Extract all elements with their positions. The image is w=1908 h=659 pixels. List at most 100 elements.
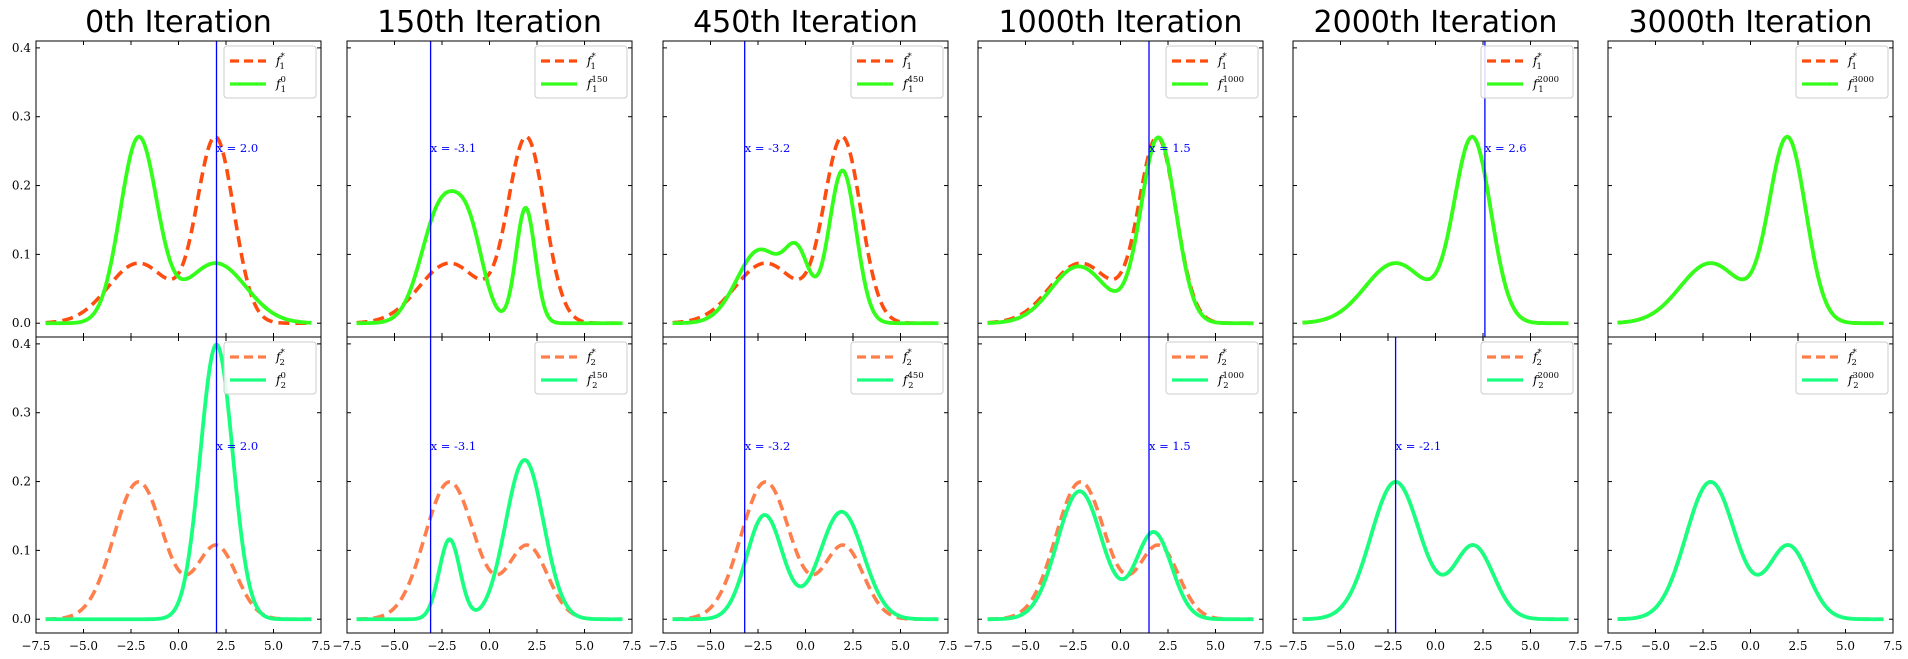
panel-title: 2000th Iteration	[1314, 5, 1558, 40]
legend-box	[851, 342, 943, 394]
legend: f* 1 f2000 1	[1481, 46, 1573, 98]
legend: f* 2f3000 2	[1796, 342, 1888, 394]
x-tick-label: −5.0	[1326, 639, 1355, 653]
panel-top-0: x = 2.00.00.10.20.30.4f* 1f0 1	[12, 41, 321, 337]
x-tick-label: 0.0	[480, 639, 499, 653]
legend: f* 2f450 2	[851, 342, 943, 394]
x-tick-label: 5.0	[1206, 639, 1225, 653]
vline-annotation: x = 1.5	[1149, 439, 1191, 453]
panel-title: 1000th Iteration	[999, 5, 1243, 40]
x-tick-label: 0.0	[169, 639, 188, 653]
legend: f* 2f1000 2	[1166, 342, 1258, 394]
vline-annotation: x = 2.6	[1485, 141, 1527, 155]
x-tick-label: 7.5	[1883, 639, 1902, 653]
y-tick-label: 0.0	[12, 316, 31, 330]
legend-box	[535, 342, 627, 394]
vline-annotation: x = -3.2	[745, 141, 791, 155]
model-density-curve	[988, 137, 1254, 323]
target-density-curve	[988, 137, 1254, 324]
x-tick-label: 2.5	[843, 639, 862, 653]
model-density-curve	[1618, 137, 1884, 324]
panel-bottom-2: x = -3.2 −7.5 −5.0 −2.5 0.0 2.5 5.0 7.5 f* 2 f450 2	[648, 337, 957, 653]
panel-top-2: x = -3.2 f* 1 f450 1	[663, 41, 948, 337]
legend: f* 1f3000 1	[1796, 46, 1888, 98]
panel-top-1: x = -3.1 f* 1 f150 1	[347, 41, 632, 337]
x-tick-label: 5.0	[1521, 639, 1540, 653]
legend-box	[1796, 46, 1888, 98]
vline-annotation: x = -3.1	[431, 439, 477, 453]
y-tick-label: 0.3	[12, 110, 31, 124]
panel-bottom-5: −7.5 −5.0 −2.5 0.0 2.5 5.0 7.5f* 2f3000 2	[1593, 337, 1902, 653]
x-tick-label: 7.5	[622, 639, 641, 653]
x-tick-label: 7.5	[1253, 639, 1272, 653]
target-density-curve	[673, 482, 939, 619]
x-tick-label: −7.5	[1593, 639, 1622, 653]
legend-box	[1481, 342, 1573, 394]
legend-box	[1796, 342, 1888, 394]
panel-title: 150th Iteration	[377, 5, 602, 40]
target-density-curve	[673, 137, 939, 324]
y-tick-label: 0.4	[12, 337, 31, 351]
x-tick-label: 2.5	[1473, 639, 1492, 653]
x-tick-label: 7.5	[311, 639, 330, 653]
legend-box	[224, 46, 316, 98]
y-tick-label: 0.4	[12, 41, 31, 55]
target-density-curve	[1303, 482, 1569, 619]
legend-box	[1166, 46, 1258, 98]
legend: f* 1 f150 1	[535, 46, 627, 98]
legend-box	[224, 342, 316, 394]
legend-box	[1481, 46, 1573, 98]
x-tick-label: 2.5	[527, 639, 546, 653]
x-tick-label: −2.5	[1688, 639, 1717, 653]
panel-bottom-3: x = 1.5−7.5 −5.0 −2.5 0.0 2.5 5.0 7.5f* 2f1000 2	[963, 337, 1272, 653]
legend: f* 1 f450 1	[851, 46, 943, 98]
legend: f* 1 f1000 1	[1166, 46, 1258, 98]
x-tick-label: 2.5	[216, 639, 235, 653]
x-tick-label: 0.0	[1111, 639, 1130, 653]
x-tick-label: −2.5	[1058, 639, 1087, 653]
legend-box	[851, 46, 943, 98]
target-density-curve	[1618, 482, 1884, 619]
target-density-curve	[46, 137, 312, 324]
legend-box	[535, 46, 627, 98]
vline-annotation: x = -2.1	[1396, 439, 1442, 453]
y-tick-label: 0.0	[12, 612, 31, 626]
x-tick-label: −7.5	[21, 639, 50, 653]
target-density-curve	[1303, 137, 1569, 324]
x-tick-label: −2.5	[427, 639, 456, 653]
x-tick-label: −7.5	[648, 639, 677, 653]
target-density-curve	[988, 482, 1254, 619]
panel-title: 450th Iteration	[693, 5, 918, 40]
y-tick-label: 0.3	[12, 406, 31, 420]
y-tick-label: 0.1	[12, 247, 31, 261]
vline-annotation: x = 2.0	[217, 141, 259, 155]
model-density-curve	[357, 191, 623, 323]
x-tick-label: 5.0	[891, 639, 910, 653]
x-tick-label: −7.5	[1278, 639, 1307, 653]
legend: f* 1f0 1	[224, 46, 316, 98]
panel-bottom-4: x = -2.1−7.5 −5.0 −2.5 0.0 2.5 5.0 7.5f* 2f2000…	[1278, 337, 1587, 653]
target-density-curve	[357, 482, 623, 619]
x-tick-label: 2.5	[1788, 639, 1807, 653]
y-tick-label: 0.2	[12, 475, 31, 489]
panel-title: 3000th Iteration	[1629, 5, 1873, 40]
vline-annotation: x = 2.0	[217, 439, 259, 453]
model-density-curve	[357, 460, 623, 619]
panel-top-5: f* 1 f3000 1	[1608, 41, 1893, 337]
x-tick-label: −5.0	[380, 639, 409, 653]
x-tick-label: 5.0	[575, 639, 594, 653]
vline-annotation: x = 1.5	[1149, 141, 1191, 155]
x-tick-label: 7.5	[938, 639, 957, 653]
y-tick-label: 0.1	[12, 543, 31, 557]
model-density-curve	[1618, 482, 1884, 619]
x-tick-label: −5.0	[1011, 639, 1040, 653]
vline-annotation: x = -3.1	[431, 141, 477, 155]
x-tick-label: 2.5	[1158, 639, 1177, 653]
x-tick-label: 0.0	[796, 639, 815, 653]
x-tick-label: −5.0	[696, 639, 725, 653]
panel-bottom-0: x = 2.00.00.10.20.30.4−7.5 −5.0 −2.5 0.0 2.5…	[12, 337, 331, 653]
x-tick-label: −7.5	[332, 639, 361, 653]
legend-box	[1166, 342, 1258, 394]
vline-annotation: x = -3.2	[745, 439, 791, 453]
x-tick-label: 0.0	[1426, 639, 1445, 653]
